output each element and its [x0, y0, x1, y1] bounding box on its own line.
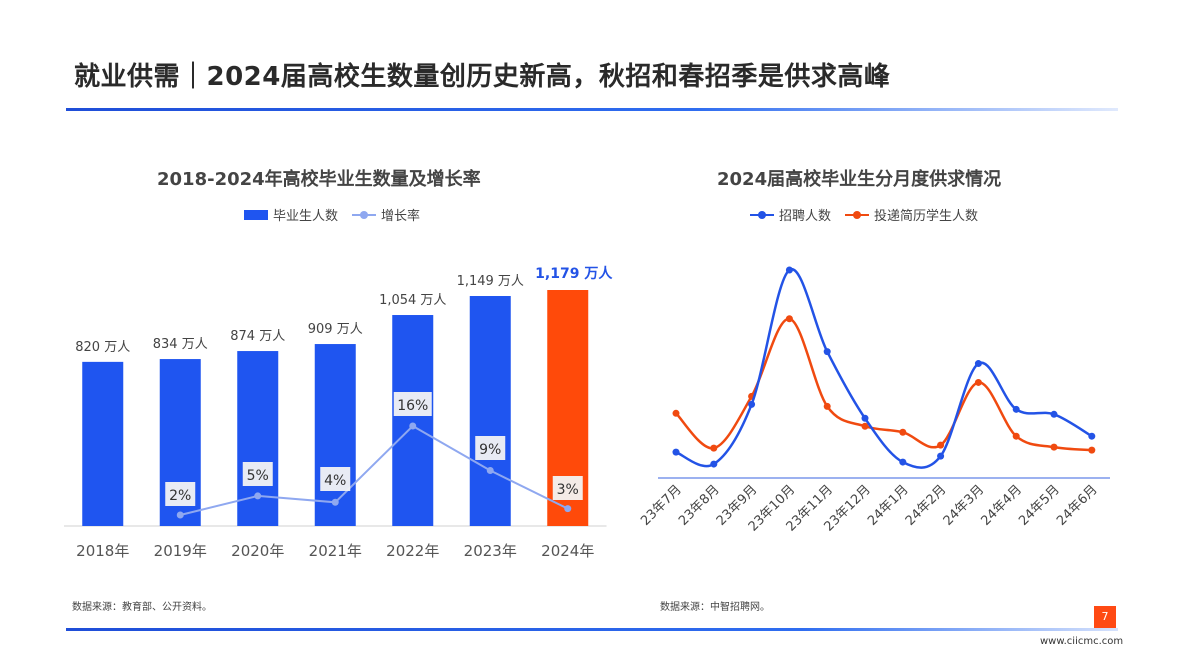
legend-swatch-growth	[352, 210, 377, 220]
monthly-supply-demand-chart: 23年7月23年8月23年9月23年10月23年11月23年12月24年1月24…	[638, 266, 1110, 535]
x-tick-label-24年1月: 24年1月	[865, 482, 912, 529]
legend-item-recruit: 招聘人数	[750, 205, 831, 224]
legend-item-resume: 投递简历学生人数	[845, 205, 978, 224]
x-tick-label-23年8月: 23年8月	[676, 482, 723, 529]
x-tick-label-2018年: 2018年	[76, 542, 129, 560]
left-chart-title: 2018-2024年高校毕业生数量及增长率	[157, 169, 481, 190]
growth-point-2023年	[486, 467, 494, 474]
x-tick-label-2020年: 2020年	[231, 542, 284, 560]
bar-2018年	[82, 361, 124, 526]
resume-point-23年11月	[823, 402, 831, 410]
bar-value-label-2024年: 1,179 万人	[535, 265, 613, 282]
bar-2022年	[392, 315, 434, 526]
growth-point-2022年	[409, 422, 417, 430]
bar-value-label-2022年: 1,054 万人	[379, 293, 446, 308]
resume-point-23年8月	[710, 444, 718, 452]
page-number: 7	[1094, 606, 1116, 628]
recruit-point-23年12月	[861, 414, 869, 422]
x-tick-label-24年2月: 24年2月	[903, 482, 950, 529]
growth-label-box-2022年	[393, 392, 432, 416]
growth-point-2019年	[176, 511, 184, 519]
x-tick-label-23年7月: 23年7月	[638, 482, 685, 529]
growth-label-2023年: 9%	[479, 442, 501, 458]
growth-rate-line	[180, 424, 569, 516]
resume-point-24年5月	[1050, 443, 1058, 451]
growth-label-2021年: 4%	[324, 473, 346, 489]
bar-value-label-2021年: 909 万人	[308, 322, 363, 337]
bar-2021年	[314, 344, 356, 526]
x-tick-label-2021年: 2021年	[309, 542, 362, 560]
x-tick-label-2024年: 2024年	[541, 542, 594, 560]
x-tick-label-2022年: 2022年	[386, 542, 439, 560]
resume-point-24年6月	[1088, 446, 1096, 454]
graduates-bar-chart: 820 万人 2018年 834 万人 2019年 874 万人 2020年 909 万人 2…	[64, 265, 613, 560]
legend-swatch-recruit	[750, 210, 774, 220]
growth-label-2020年: 5%	[247, 468, 269, 484]
recruit-point-23年7月	[672, 448, 680, 456]
recruit-line	[675, 268, 1093, 469]
x-tick-label-24年4月: 24年4月	[978, 482, 1025, 529]
right-chart-legend: 招聘人数 投递简历学生人数	[750, 205, 978, 224]
right-chart-title: 2024届高校毕业生分月度供求情况	[717, 169, 1002, 190]
recruit-point-24年1月	[899, 458, 907, 466]
legend-item-growth: 增长率	[352, 205, 420, 224]
resume-point-23年10月	[785, 315, 793, 323]
footer-line	[66, 628, 1118, 631]
title-underline	[66, 108, 1118, 111]
recruit-point-23年8月	[710, 460, 718, 468]
bar-value-label-2019年: 834 万人	[153, 337, 208, 352]
growth-point-2021年	[331, 498, 339, 506]
growth-label-box-2024年	[552, 476, 583, 500]
left-chart-legend: 毕业生人数 增长率	[244, 205, 420, 224]
page-title: 就业供需｜2024届高校生数量创历史新高，秋招和春招季是供求高峰	[74, 62, 891, 92]
recruit-point-24年2月	[937, 452, 945, 460]
resume-point-24年3月	[974, 378, 982, 386]
recruit-point-23年10月	[785, 266, 793, 274]
growth-label-box-2023年	[475, 436, 506, 460]
bar-2023年	[469, 296, 511, 526]
legend-label-resume: 投递简历学生人数	[874, 209, 979, 224]
growth-label-box-2019年	[165, 482, 196, 506]
x-tick-label-24年3月: 24年3月	[941, 482, 988, 529]
bar-value-label-2018年: 820 万人	[75, 340, 130, 355]
growth-point-2020年	[254, 492, 262, 500]
resume-point-24年2月	[937, 441, 945, 449]
growth-point-2024年	[564, 505, 572, 513]
recruit-point-24年5月	[1050, 410, 1058, 418]
x-tick-label-24年6月: 24年6月	[1054, 482, 1101, 529]
recruit-point-23年11月	[823, 348, 831, 356]
legend-item-graduates: 毕业生人数	[244, 205, 338, 224]
left-source: 数据来源：教育部、公开资料。	[72, 602, 212, 613]
recruit-point-24年6月	[1088, 432, 1096, 440]
growth-label-2024年: 3%	[557, 482, 579, 498]
legend-swatch-resume	[845, 210, 870, 220]
x-tick-label-24年5月: 24年5月	[1016, 482, 1063, 529]
legend-label-growth: 增长率	[381, 209, 421, 224]
right-source: 数据来源：中智招聘网。	[660, 602, 770, 613]
legend-label-graduates: 毕业生人数	[273, 209, 339, 224]
bar-value-label-2023年: 1,149 万人	[457, 274, 524, 289]
growth-label-box-2020年	[242, 462, 273, 486]
bar-value-label-2020年: 874 万人	[230, 329, 285, 344]
growth-label-box-2021年	[320, 467, 351, 491]
x-tick-label-2023年: 2023年	[464, 542, 517, 560]
legend-swatch-graduates	[244, 209, 268, 220]
resume-point-24年1月	[899, 428, 907, 436]
recruit-point-24年3月	[974, 360, 982, 368]
growth-label-2022年: 16%	[397, 398, 428, 414]
recruit-point-24年4月	[1012, 405, 1020, 413]
resume-point-23年12月	[861, 422, 869, 430]
growth-label-2019年: 2%	[169, 488, 191, 504]
legend-label-recruit: 招聘人数	[779, 209, 832, 224]
website-url: www.ciicmc.com	[1040, 636, 1124, 647]
resume-line	[675, 317, 1092, 452]
resume-point-23年7月	[672, 409, 680, 417]
x-tick-label-2019年: 2019年	[154, 542, 207, 560]
resume-point-24年4月	[1012, 432, 1020, 440]
recruit-point-23年9月	[748, 400, 756, 408]
